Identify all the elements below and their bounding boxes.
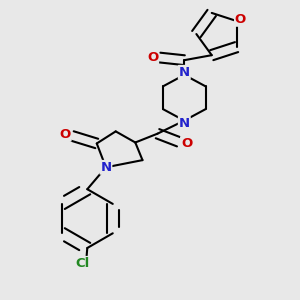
Text: O: O [147,51,158,64]
Text: O: O [181,137,192,150]
Text: O: O [235,13,246,26]
Text: Cl: Cl [75,257,89,270]
Text: N: N [179,117,190,130]
Text: O: O [59,128,71,141]
Text: N: N [100,161,112,174]
Text: N: N [179,66,190,79]
